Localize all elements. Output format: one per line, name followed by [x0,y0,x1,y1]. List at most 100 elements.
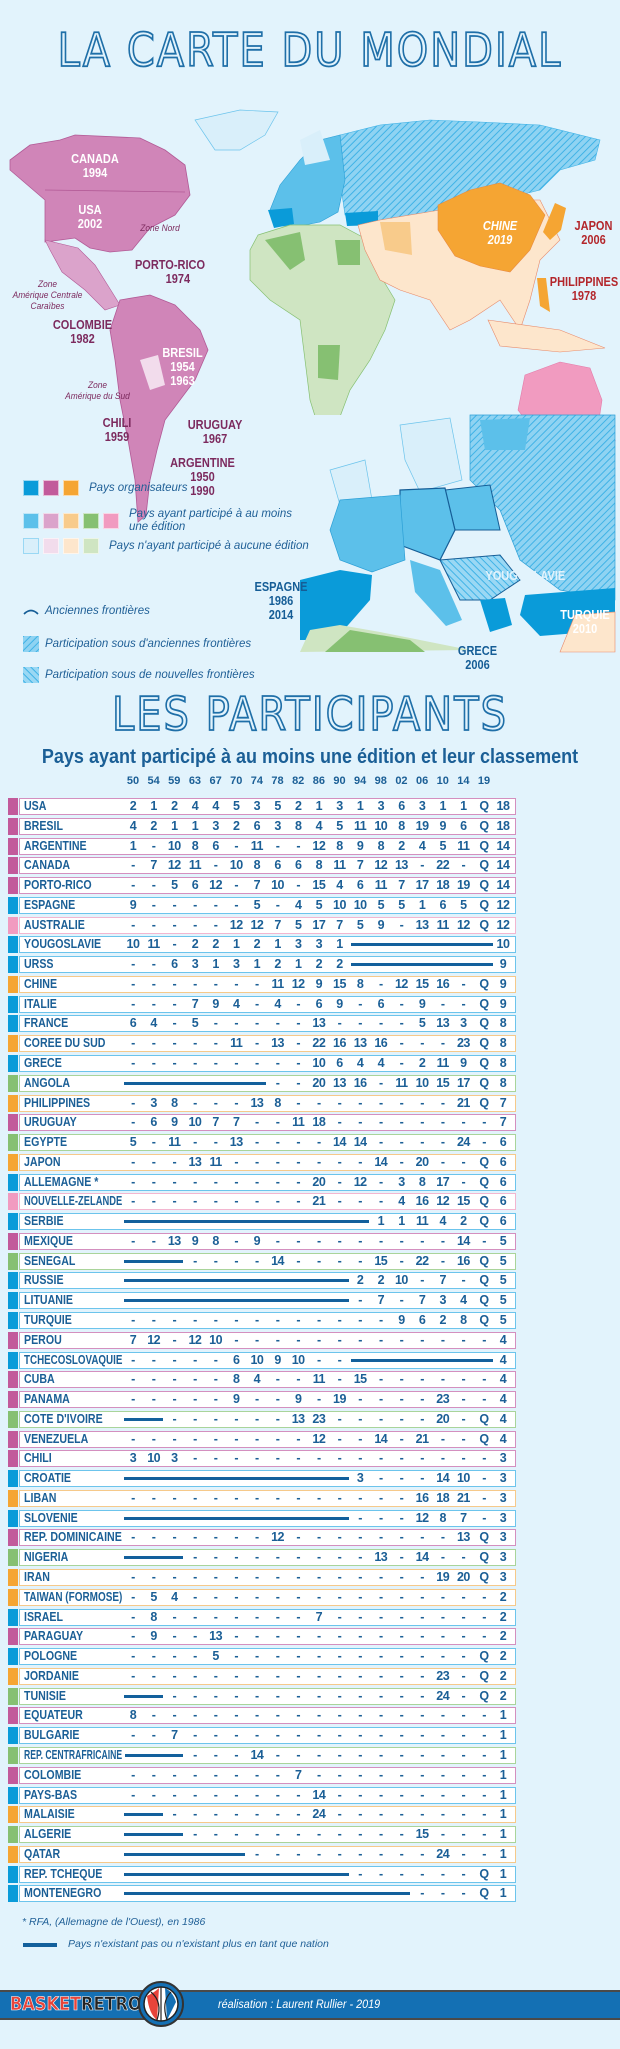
rank-cell-63: - [193,1095,197,1110]
non-existent-nation-bar [124,1417,163,1421]
rank-cell-74: - [255,996,259,1011]
rank-cell-90: - [337,1747,342,1762]
rank-cell-54: - [151,1056,156,1070]
rank-cell-94: - [358,1827,362,1842]
rank-cell-06: 13 [415,917,429,932]
rank-cell-10: 7 [439,1273,447,1288]
rank-cell-90: 19 [333,1392,346,1407]
non-existent-nation-bar [124,1477,349,1481]
rank-cell-70: - [234,1570,239,1585]
rank-cell-19: Q [479,1174,489,1189]
table-row: USA 2 1 2 4 4 5 3 5 2 1 3 1 3 6 3 1 1 Q 18 [8,798,516,815]
table-row: COREE DU SUD - - - - -11-13-22 16 13 16- - -23 Q 8 [8,1035,516,1053]
rank-cell-78: - [275,1372,280,1387]
europe-inset-map [300,414,616,653]
rank-cell-86: - [317,1550,321,1565]
rank-cell-82: 2 [294,799,302,813]
rank-cell-70: 5 [233,799,240,813]
rank-cell-06: - [420,1451,424,1466]
rank-cell-78: - [275,1688,280,1703]
participation-total: 1 [499,1866,507,1881]
rank-cell-10: - [440,1332,445,1347]
country-name: VENEZUELA [24,1431,89,1446]
rank-cell-02: - [399,1036,404,1051]
rank-cell-19: Q [479,897,489,912]
rank-cell-74: - [255,1154,259,1169]
rank-cell-86: - [317,1629,321,1644]
rank-cell-06: - [420,1787,424,1802]
rank-cell-90: - [337,1451,342,1466]
rank-cell-06: - [420,1629,424,1644]
rank-cell-94: 16 [353,1075,367,1090]
rank-cell-14: - [461,1708,466,1723]
rank-cell-86: - [317,1846,321,1861]
rank-cell-74: - [255,1490,259,1505]
rank-cell-14: - [461,1866,466,1881]
rank-cell-63: - [193,1194,197,1209]
rank-cell-10: 1 [439,799,447,813]
country-name: GRECE [24,1056,62,1070]
rank-cell-14: 13 [456,1530,470,1545]
group-color-marker [8,975,18,993]
rank-cell-63: 5 [191,1016,199,1031]
rank-cell-14: 19 [456,878,470,893]
column-header-94: 94 [354,775,367,787]
group-color-marker [8,1766,18,1784]
rank-cell-74: - [255,1609,259,1624]
group-color-marker [8,1371,18,1389]
rank-cell-63: - [193,1787,197,1802]
rank-cell-02: - [399,1056,404,1070]
rank-cell-86: 2 [315,957,323,972]
group-color-marker [8,1509,18,1527]
rank-cell-02: 3 [398,1174,405,1189]
participation-total: 12 [496,917,510,932]
rank-cell-74: 1 [253,957,261,972]
table-row: ITALIE - - -7 9 4-4-6 9-6-9- - Q 9 [8,995,516,1013]
rank-cell-86: - [317,1490,321,1505]
rank-cell-67: - [213,1352,218,1367]
rank-cell-06: - [420,1886,424,1901]
rank-cell-02: - [399,1154,404,1169]
group-color-marker [8,1094,18,1112]
rank-cell-90: - [337,1313,342,1328]
rank-cell-82: - [296,1688,301,1703]
rank-cell-98: - [378,1846,383,1861]
rank-cell-86: 13 [312,1016,326,1031]
rank-cell-02: - [399,1649,404,1664]
rank-cell-14: - [461,1273,466,1288]
rank-cell-90: - [337,1115,342,1130]
rank-cell-98: - [378,1332,383,1347]
rank-cell-94: - [358,1609,362,1624]
country-name: BULGARIE [24,1728,80,1743]
rank-cell-70: - [234,1827,239,1842]
rank-cell-50: - [131,878,135,893]
rank-cell-67: 10 [209,1332,223,1347]
country-name: ISRAEL [24,1609,63,1624]
rank-cell-63: - [193,1530,197,1545]
table-row: MONTENEGRO - - - Q 1 [8,1885,516,1903]
rank-cell-10: - [440,1609,445,1624]
rank-cell-90: - [337,1728,342,1743]
rank-cell-02: 7 [398,878,405,893]
table-row: CANADA -7 12 11-10 8 6 6 8 11 7 12 13-22- Q 14 [8,857,516,875]
rank-cell-74: 13 [250,1095,264,1110]
non-existent-nation-bar [124,1259,184,1263]
rank-cell-10: - [440,1827,445,1842]
rank-cell-06: - [420,1471,424,1486]
group-color-marker [8,798,18,815]
label-porto-rico: PORTO-RICO 1974 [134,258,206,286]
rank-cell-63: - [193,1253,197,1268]
rank-cell-94: - [358,1194,362,1209]
rank-cell-98: - [378,1095,383,1110]
rank-cell-82: - [296,1174,301,1189]
rank-cell-94: 12 [353,1174,367,1189]
column-header-67: 67 [209,775,222,787]
participation-total: 4 [499,1392,507,1407]
rank-cell-86: - [317,1313,321,1328]
group-color-marker [8,936,18,954]
rank-cell-94: - [358,1313,362,1328]
rank-cell-02: - [399,1431,404,1446]
table-row: VENEZUELA - - - - - - - - -12- -14-21- - Q 4 [8,1430,516,1448]
rank-cell-59: - [172,1392,177,1407]
rank-cell-50: - [131,1095,135,1110]
